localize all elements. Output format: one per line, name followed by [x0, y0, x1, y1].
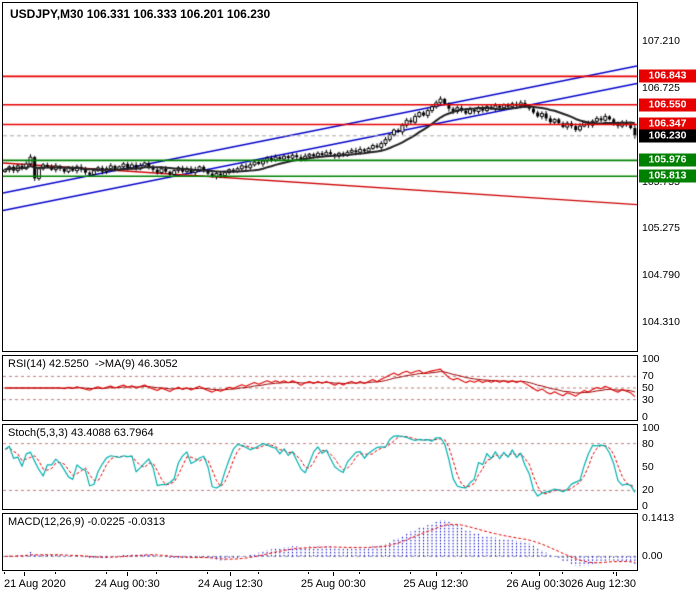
macd-axis[interactable]: 0.1413 0.00 [639, 511, 699, 571]
time-label: 26 Aug 00:30 [506, 578, 572, 590]
price-tag: 106.230 [639, 129, 696, 143]
time-axis-minor-tick [4, 572, 6, 574]
price-axis-tick: 104.790 [642, 269, 680, 282]
macd-axis-tick: 0.1413 [642, 511, 675, 524]
time-axis-minor-tick [105, 572, 107, 574]
rsi-axis-tick: 50 [642, 382, 654, 394]
rsi-axis-tick: 30 [642, 393, 654, 406]
time-axis-tick [538, 572, 540, 576]
price-tag: 106.843 [639, 69, 696, 83]
stochastic-axis[interactable]: 100 80 50 20 0 [639, 422, 699, 512]
time-axis-minor-tick [460, 572, 462, 574]
stochastic-canvas[interactable] [3, 425, 637, 509]
time-axis-tick [127, 572, 129, 576]
time-axis-minor-tick [257, 572, 259, 574]
price-tag: 106.550 [639, 98, 696, 112]
price-axis-tick: 106.725 [642, 81, 680, 94]
time-axis-minor-tick [359, 572, 361, 574]
price-axis-tick: 105.275 [642, 222, 680, 235]
time-axis-minor-tick [612, 572, 614, 574]
time-label: 21 Aug 2020 [4, 578, 66, 590]
time-axis-tick [230, 572, 232, 576]
time-axis-minor-tick [409, 572, 411, 574]
stoch-axis-tick: 80 [642, 437, 654, 450]
stoch-axis-tick: 20 [642, 484, 654, 497]
stoch-axis-tick: 100 [642, 422, 660, 434]
rsi-canvas[interactable] [3, 356, 637, 420]
price-tag: 105.813 [639, 169, 696, 183]
time-label: 24 Aug 12:30 [197, 578, 263, 590]
time-axis-tick [616, 572, 618, 576]
stochastic-label: Stoch(5,3,3) 43.4088 63.7964 [8, 427, 154, 439]
stoch-axis-tick: 0 [642, 500, 648, 512]
time-axis-minor-tick [511, 572, 513, 574]
main-chart-canvas[interactable] [3, 3, 637, 351]
macd-canvas[interactable] [3, 514, 637, 570]
time-axis-tick [24, 572, 26, 576]
rsi-axis-tick: 100 [642, 353, 660, 365]
stochastic-panel[interactable]: Stoch(5,3,3) 43.4088 63.7964 [2, 424, 638, 510]
time-axis-tick [435, 572, 437, 576]
macd-axis-tick: 0.00 [642, 550, 663, 563]
time-axis-minor-tick [156, 572, 158, 574]
rsi-panel[interactable]: RSI(14) 42.5250 ->MA(9) 46.3052 [2, 355, 638, 421]
time-label: 24 Aug 00:30 [94, 578, 160, 590]
price-axis[interactable]: 107.210106.725106.240105.755105.275104.7… [639, 2, 699, 352]
rsi-axis-tick: 70 [642, 370, 654, 383]
time-axis[interactable]: 21 Aug 2020 24 Aug 00:30 24 Aug 12:30 25 Au… [2, 572, 638, 598]
time-axis-minor-tick [54, 572, 56, 574]
chart-title: USDJPY,M30 106.331 106.333 106.201 106.2… [10, 7, 271, 21]
time-label: 25 Aug 00:30 [300, 578, 366, 590]
price-axis-tick: 104.310 [642, 315, 680, 328]
time-label: 25 Aug 12:30 [403, 578, 469, 590]
macd-label: MACD(12,26,9) -0.0225 -0.0313 [8, 516, 166, 528]
macd-panel[interactable]: MACD(12,26,9) -0.0225 -0.0313 [2, 513, 638, 571]
stoch-axis-tick: 50 [642, 461, 654, 473]
time-axis-tick [333, 572, 335, 576]
price-tag: 105.976 [639, 153, 696, 167]
time-axis-minor-tick [206, 572, 208, 574]
rsi-axis[interactable]: 100 70 50 30 0 [639, 353, 699, 423]
price-tag: 106.347 [639, 117, 696, 131]
rsi-axis-tick: 0 [642, 411, 648, 423]
rsi-label: RSI(14) 42.5250 ->MA(9) 46.3052 [8, 358, 178, 370]
time-label: 26 Aug 12:30 [571, 578, 636, 590]
time-axis-minor-tick [562, 572, 564, 574]
time-axis-minor-tick [308, 572, 310, 574]
price-axis-tick: 107.210 [642, 34, 680, 47]
main-chart-panel[interactable]: USDJPY,M30 106.331 106.333 106.201 106.2… [2, 2, 638, 352]
